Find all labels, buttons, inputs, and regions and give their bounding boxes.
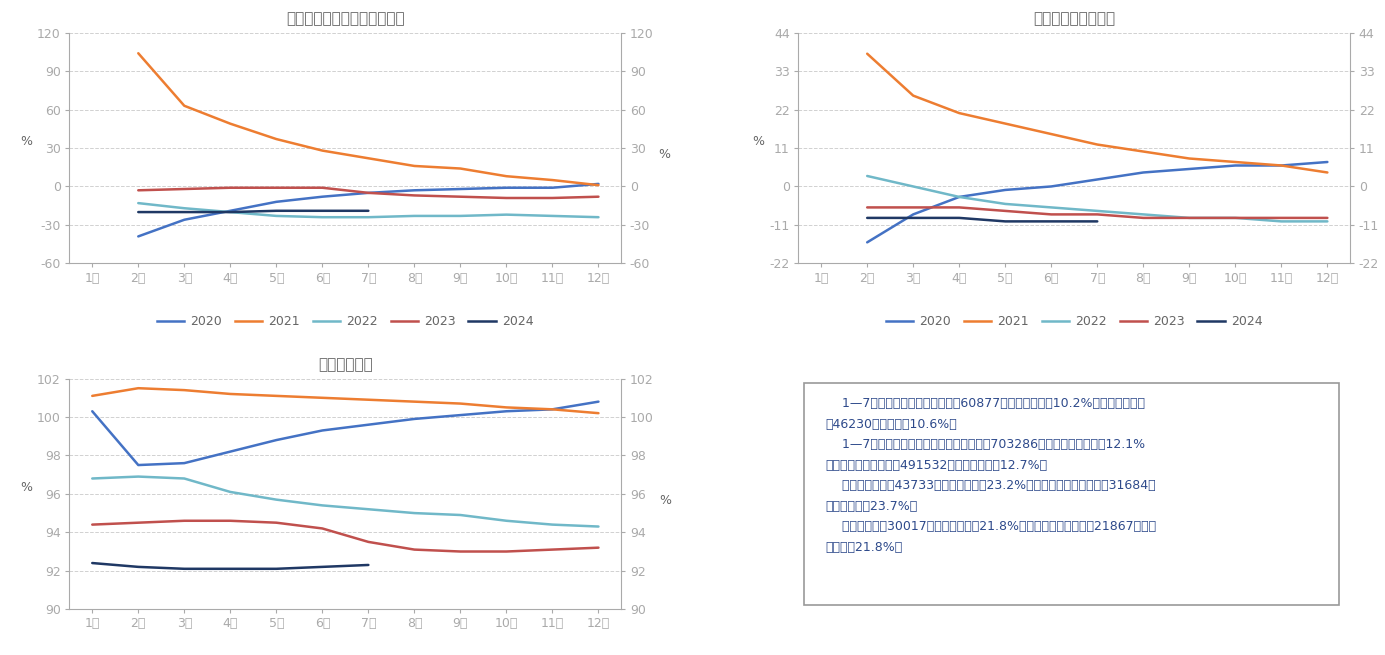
Y-axis label: %: %: [659, 494, 670, 507]
Legend: 2020, 2021, 2022, 2023, 2024: 2020, 2021, 2022, 2023, 2024: [881, 310, 1267, 333]
Title: 商品房销售面积（累计同比）: 商品房销售面积（累计同比）: [287, 11, 404, 26]
Legend: 2020, 2021, 2022, 2023, 2024: 2020, 2021, 2022, 2023, 2024: [152, 310, 539, 333]
Title: 国房景气指数: 国房景气指数: [319, 357, 373, 372]
Title: 房地产开发投资增速: 房地产开发投资增速: [1033, 11, 1115, 26]
Y-axis label: %: %: [19, 481, 32, 494]
Y-axis label: %: %: [19, 135, 32, 148]
Y-axis label: %: %: [752, 135, 765, 148]
Text: 1—7月份，全国房地产开发投兤60877亿元，同比下陉10.2%；其中，住宅投
兤46230亿元，下陉10.6%。
    1—7月份，房地产开发企业房屋施工面: 1—7月份，全国房地产开发投兤60877亿元，同比下陉10.2%；其中，住宅投 …: [825, 397, 1156, 553]
Y-axis label: %: %: [659, 148, 670, 161]
